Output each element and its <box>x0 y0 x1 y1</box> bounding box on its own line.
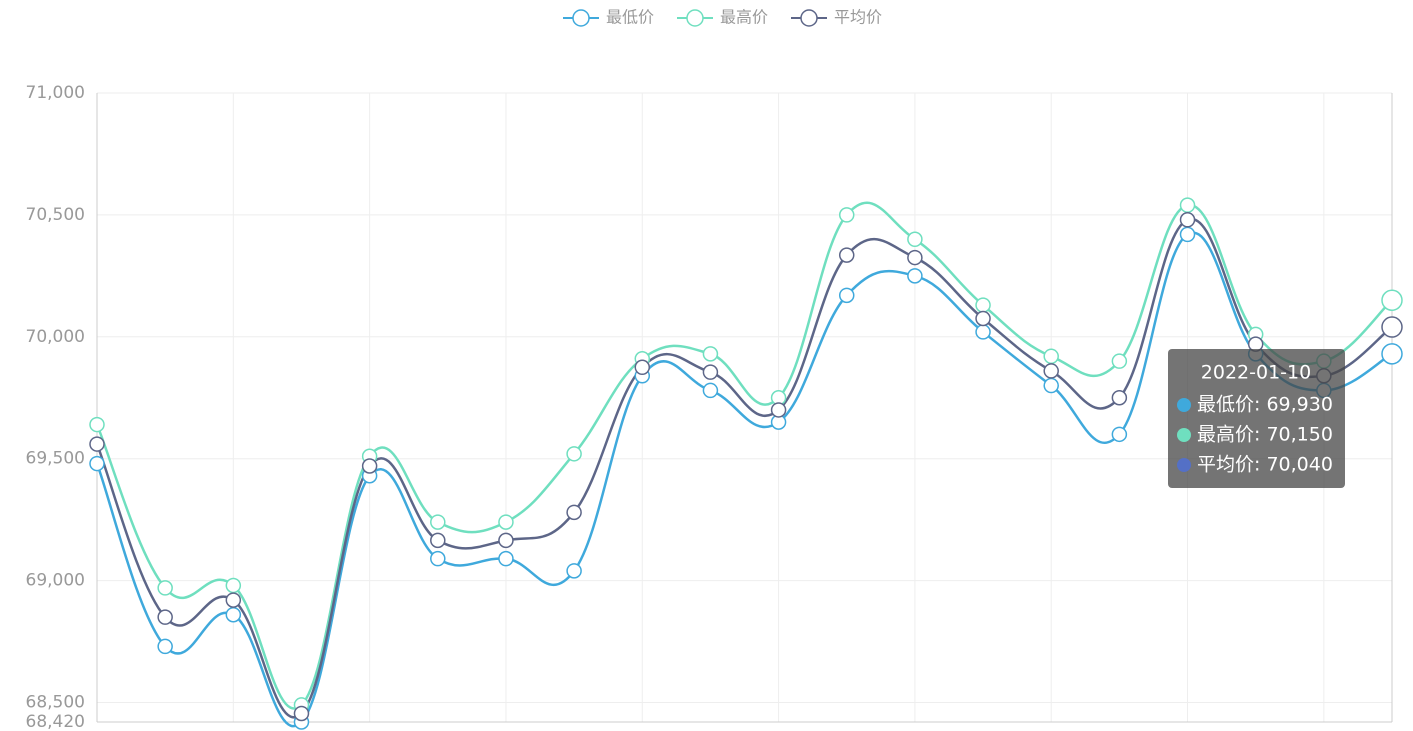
data-point <box>975 310 991 327</box>
data-point <box>157 638 173 655</box>
legend-label: 最低价 <box>606 8 654 27</box>
data-point <box>1043 377 1059 394</box>
data-point <box>838 207 855 223</box>
data-point <box>702 364 719 380</box>
data-point <box>89 436 105 452</box>
legend-icon <box>800 9 818 27</box>
data-point <box>89 455 105 472</box>
data-point <box>225 606 242 623</box>
data-point <box>1381 316 1403 338</box>
legend-label: 平均价 <box>834 8 882 27</box>
data-point <box>907 249 923 266</box>
data-point <box>498 550 514 567</box>
data-point <box>1381 343 1403 365</box>
data-point <box>1111 426 1128 443</box>
data-point <box>907 268 923 284</box>
data-point <box>1043 363 1059 379</box>
series-line <box>95 201 1393 710</box>
data-point <box>975 324 991 340</box>
tooltip-title: 2022-01-10 <box>1201 362 1311 384</box>
tooltip-row: 最低价: 69,930 <box>1197 394 1333 416</box>
data-point <box>225 577 242 594</box>
y-tick-label: 70,500 <box>26 205 85 225</box>
data-point <box>566 563 582 579</box>
data-point <box>1179 197 1196 213</box>
data-point <box>1179 226 1196 243</box>
y-tick-label: 70,000 <box>26 327 85 347</box>
data-point <box>907 231 923 248</box>
legend-icon <box>572 9 590 27</box>
data-point <box>361 458 378 474</box>
y-tick-label: 68,420 <box>26 712 85 731</box>
data-point <box>293 705 310 722</box>
tooltip-row: 平均价: 70,040 <box>1197 454 1333 476</box>
data-point <box>157 580 173 596</box>
legend-icon <box>686 9 704 27</box>
data-point <box>566 504 582 521</box>
tooltip-dot <box>1177 398 1191 412</box>
data-point <box>89 416 105 433</box>
y-tick-label: 69,500 <box>26 449 85 469</box>
data-point <box>157 609 173 625</box>
data-point <box>702 346 719 362</box>
tooltip-box <box>1168 349 1345 488</box>
data-point <box>702 382 719 399</box>
tooltip-dot <box>1177 428 1191 442</box>
data-point <box>430 514 446 530</box>
legend: 最低价 最高价 平均价 <box>563 8 882 27</box>
data-point <box>1381 289 1403 311</box>
data-point <box>1111 389 1128 406</box>
data-point <box>498 514 514 530</box>
y-tick-label: 71,000 <box>26 83 85 103</box>
data-point <box>634 359 651 376</box>
tooltip-dot <box>1177 458 1191 472</box>
data-point <box>1111 353 1128 369</box>
data-point <box>770 402 787 418</box>
data-point <box>1043 348 1059 365</box>
data-point <box>838 247 855 263</box>
data-point <box>498 532 514 549</box>
tooltip-row: 最高价: 70,150 <box>1197 424 1333 446</box>
data-point <box>975 297 991 313</box>
y-tick-label: 69,000 <box>26 571 85 591</box>
data-point <box>838 287 855 304</box>
y-tick-label: 68,500 <box>26 692 85 712</box>
data-point <box>566 446 582 462</box>
tooltip: 2022-01-10 最低价: 69,930 最高价: 70,150 平均价: 70,… <box>1168 349 1345 488</box>
data-point <box>430 550 446 567</box>
data-point <box>225 592 242 608</box>
data-point <box>1179 212 1196 228</box>
data-point <box>430 532 446 549</box>
legend-label: 最高价 <box>720 8 768 27</box>
